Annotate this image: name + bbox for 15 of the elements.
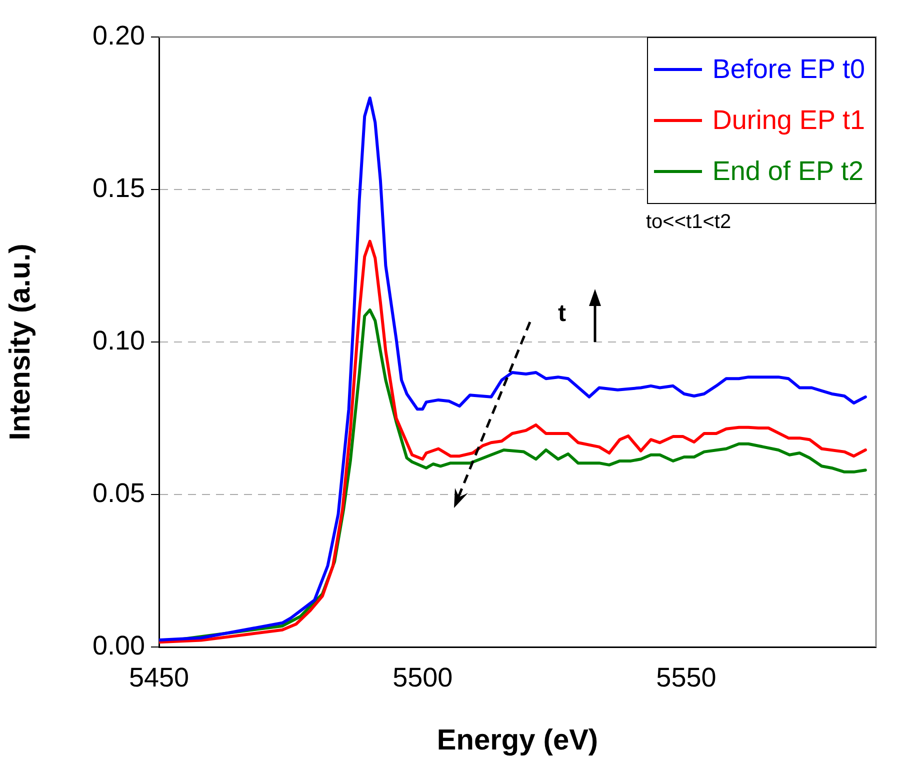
x-tick-label: 5550 <box>656 662 716 693</box>
y-tick-label: 0.20 <box>92 20 145 50</box>
y-tick-label: 0.00 <box>92 630 145 660</box>
x-tick-label: 5450 <box>128 662 190 693</box>
y-tick-label: 0.05 <box>92 478 145 508</box>
y-tick-label: 0.10 <box>92 325 145 356</box>
legend-label: Before EP t0 <box>712 53 865 86</box>
legend-label: End of EP t2 <box>712 155 864 188</box>
annotation: to<<t1<t2 <box>646 211 732 234</box>
x-tick-label: 5500 <box>392 662 453 693</box>
x-axis-title: Energy (eV) <box>436 724 598 757</box>
legend-label: During EP t1 <box>712 104 865 137</box>
y-axis-title: Intensity (a.u.) <box>4 244 36 440</box>
annotation: t <box>558 300 566 328</box>
y-tick-label: 0.15 <box>92 172 145 203</box>
